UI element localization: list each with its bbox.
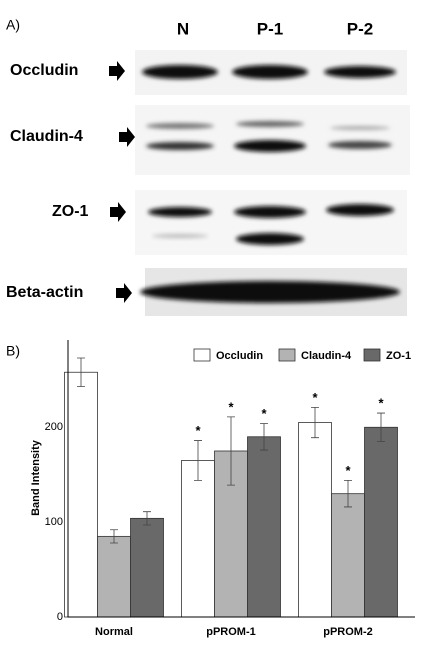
y-tick-label: 0	[57, 611, 63, 623]
panel-label: B)	[6, 343, 20, 359]
significance-mark: *	[195, 423, 201, 438]
legend-swatch	[278, 348, 296, 362]
error-bar	[110, 529, 118, 544]
error-bar	[143, 511, 151, 526]
significance-mark: *	[261, 406, 267, 421]
bar	[331, 493, 365, 618]
row-label: Claudin-4	[10, 128, 83, 145]
legend-label: Claudin-4	[301, 350, 352, 362]
bar	[97, 535, 131, 618]
significance-mark: *	[228, 399, 234, 414]
y-axis-label: Band Intensity	[30, 439, 42, 516]
row-label: ZO-1	[52, 203, 89, 220]
error-bar	[227, 416, 235, 486]
panel-label: A)	[6, 17, 20, 33]
legend-label: ZO-1	[386, 350, 411, 362]
bar	[181, 460, 215, 618]
error-bar	[77, 357, 85, 387]
significance-mark: *	[378, 395, 384, 410]
x-tick-label: pPROM-2	[323, 626, 373, 638]
error-bar	[311, 406, 319, 439]
bar	[247, 436, 281, 618]
error-bar	[377, 412, 385, 442]
blot	[135, 50, 410, 316]
error-bar	[344, 479, 352, 508]
bar	[298, 422, 332, 618]
lane-label: P-1	[257, 19, 283, 38]
x-tick-label: pPROM-1	[206, 626, 256, 638]
axes	[67, 340, 415, 618]
lane-label: P-2	[347, 19, 373, 38]
lane-label: N	[177, 19, 189, 38]
row-label: Beta-actin	[6, 284, 83, 301]
significance-mark: *	[345, 463, 351, 478]
legend-label: Occludin	[216, 350, 263, 362]
bar	[64, 371, 98, 618]
row-label: Occludin	[10, 62, 78, 79]
error-bar	[194, 440, 202, 481]
y-tick-label: 100	[45, 516, 63, 528]
y-tick-label: 200	[45, 421, 63, 433]
legend-swatch	[193, 348, 211, 362]
bar	[130, 517, 164, 618]
arrows	[109, 61, 135, 303]
error-bar	[260, 423, 268, 451]
significance-mark: *	[312, 390, 318, 405]
x-tick-label: Normal	[95, 626, 133, 638]
legend-swatch	[363, 348, 381, 362]
bar	[364, 426, 398, 618]
